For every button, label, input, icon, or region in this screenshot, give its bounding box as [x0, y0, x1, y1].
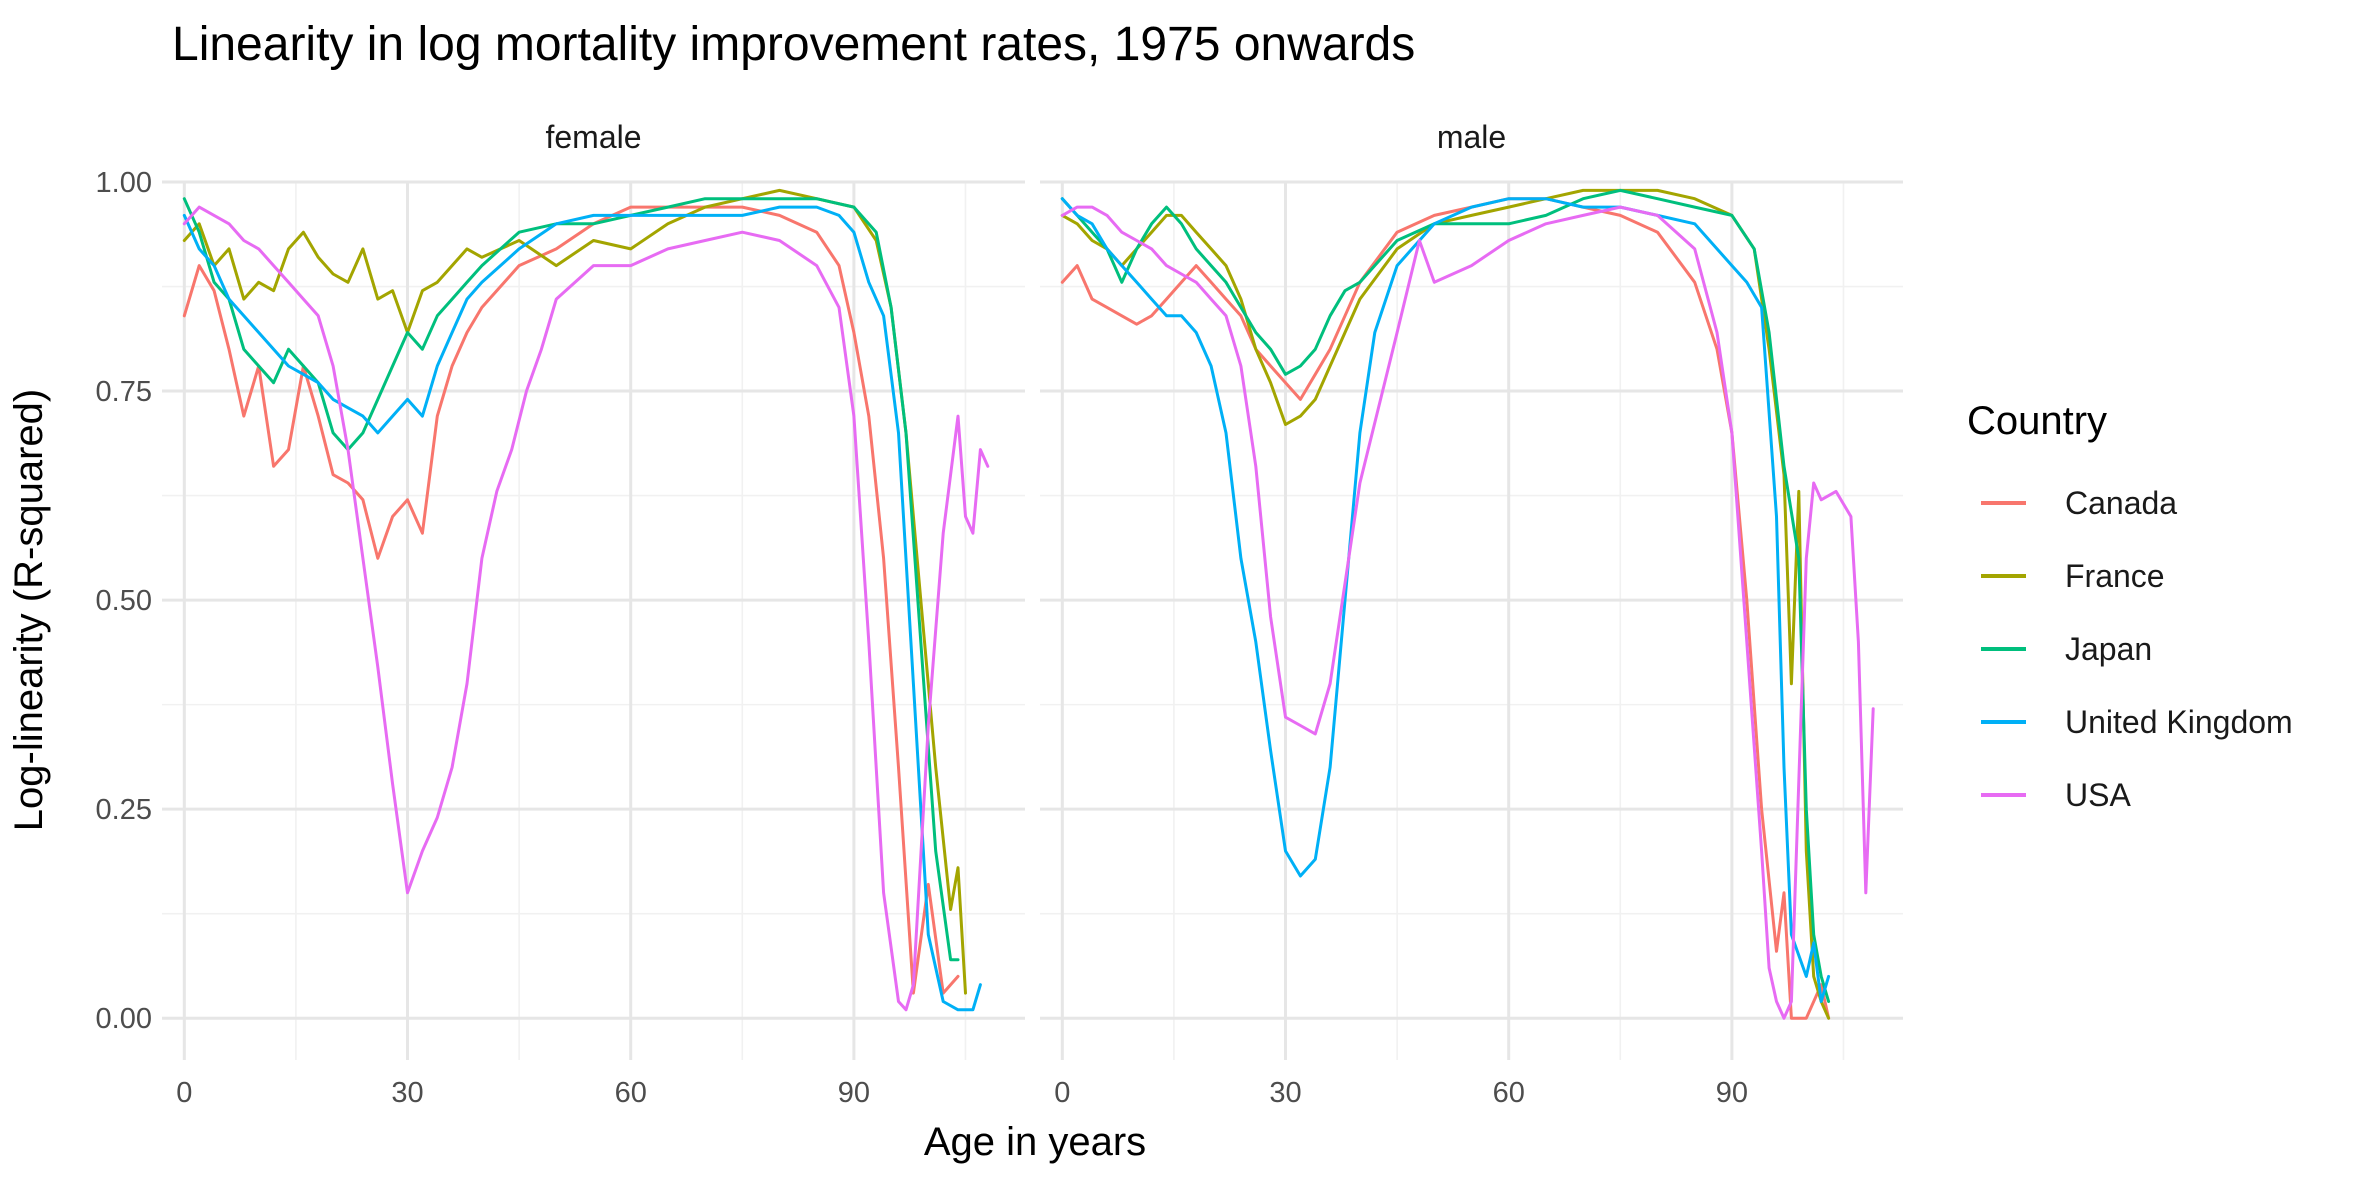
series-line-japan [1060, 188, 1831, 1003]
x-tick-label: 90 [838, 1077, 870, 1109]
y-tick-label: 0.25 [96, 794, 152, 826]
series-line-usa [182, 205, 990, 1012]
y-tick-label: 1.00 [96, 167, 152, 199]
series-line-japan [182, 197, 960, 962]
facet-strip-label: female [545, 119, 641, 155]
y-tick-label: 0.75 [96, 376, 152, 408]
y-axis-title: Log-linearity (R-squared) [7, 389, 51, 831]
legend-label-usa: USA [2065, 777, 2131, 813]
legend: Country Canada France Japan United Kingdom U… [1967, 399, 2293, 813]
x-tick-label: 60 [1493, 1077, 1525, 1109]
facet-strip-label: male [1437, 119, 1506, 155]
panel-female: female 0 30 60 90 0.00 0.25 0.50 0.75 1.00 [96, 119, 1025, 1109]
series-line-united-kingdom [182, 205, 982, 1012]
legend-label-united-kingdom: United Kingdom [2065, 704, 2293, 740]
series-line-canada [182, 205, 960, 995]
x-axis-title: Age in years [924, 1120, 1146, 1164]
legend-label-japan: Japan [2065, 631, 2152, 667]
x-tick-label: 60 [615, 1077, 647, 1109]
x-tick-label: 90 [1716, 1077, 1748, 1109]
x-tick-label: 0 [176, 1077, 192, 1109]
legend-title: Country [1967, 399, 2107, 443]
chart-title: Linearity in log mortality improvement r… [172, 18, 1415, 71]
x-tick-label: 30 [391, 1077, 423, 1109]
series-line-usa [1060, 205, 1875, 1020]
legend-label-france: France [2065, 558, 2165, 594]
y-tick-label: 0.00 [96, 1003, 152, 1035]
y-tick-label: 0.50 [96, 585, 152, 617]
legend-label-canada: Canada [2065, 485, 2177, 521]
series-line-united-kingdom [1060, 197, 1831, 1003]
x-tick-label: 30 [1269, 1077, 1301, 1109]
x-tick-label: 0 [1054, 1077, 1070, 1109]
panel-male: male 0 30 60 90 [1040, 119, 1903, 1109]
